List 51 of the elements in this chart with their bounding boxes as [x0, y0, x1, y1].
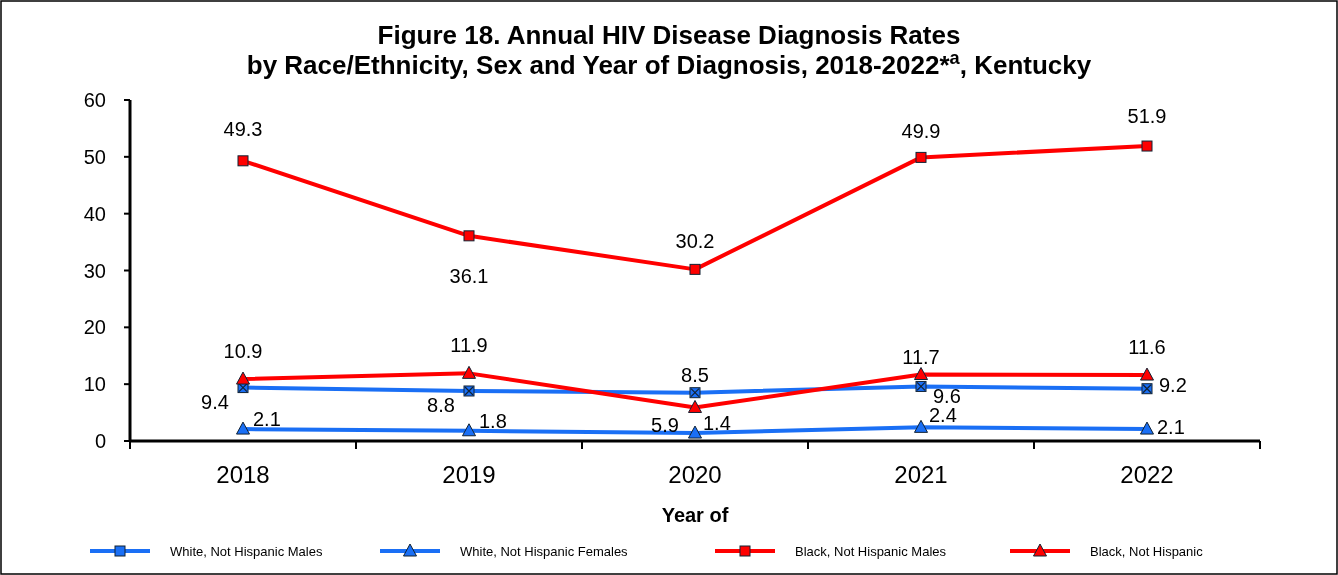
point [915, 151, 927, 163]
y-tick-label: 10 [83, 373, 106, 396]
point [462, 365, 476, 379]
point [462, 423, 476, 437]
data-label: 9.4 [201, 390, 229, 413]
data-label: 8.5 [681, 363, 709, 386]
data-label: 1.4 [703, 412, 731, 435]
legend-label: Black, Not Hispanic Males [795, 543, 947, 559]
data-label: 36.1 [449, 264, 489, 287]
point [1140, 367, 1154, 381]
chart-title: Figure 18. Annual HIV Disease Diagnosis Rates by Race/Ethnicity, Sex and Year of Diagnosis, 2018-2022*$^{a}$, Kentucky [246, 20, 1092, 80]
data-label: 5.9 [651, 414, 679, 437]
data-label: 2.1 [253, 408, 281, 431]
data-label: 2.1 [1157, 416, 1185, 439]
point [463, 230, 475, 242]
point [688, 425, 702, 439]
data-label: 49.9 [901, 120, 941, 143]
point [688, 399, 702, 413]
data-label: 9.2 [1159, 373, 1187, 396]
data-label: 51.9 [1127, 105, 1167, 128]
y-tick-label: 60 [83, 89, 106, 111]
y-tick-label: 20 [83, 316, 106, 339]
legend-label: Black, Not Hispanic [1090, 543, 1204, 559]
point [237, 155, 249, 167]
data-label: 11.6 [1128, 336, 1166, 359]
data-label: 49.3 [223, 117, 263, 140]
data-label: 1.8 [479, 409, 507, 432]
x-tick-label: 2018 [216, 461, 270, 488]
point [914, 419, 928, 433]
y-tick-label: 50 [83, 145, 106, 168]
point [236, 421, 250, 435]
legend-label: White, Not Hispanic Males [170, 543, 323, 559]
point [914, 367, 928, 381]
point [1141, 140, 1153, 152]
data-label: 30.2 [675, 230, 715, 253]
data-label: 10.9 [223, 340, 263, 363]
y-tick-label: 40 [83, 202, 106, 225]
x-axis-title: Year of [661, 504, 729, 526]
y-tick-label: 30 [83, 259, 106, 282]
point [689, 263, 701, 275]
x-tick-label: 2020 [668, 461, 722, 488]
data-label: 11.9 [450, 334, 488, 357]
point [236, 371, 250, 385]
point [1140, 421, 1154, 435]
y-tick-label: 0 [94, 430, 106, 452]
legend-label: White, Not Hispanic Females [460, 543, 629, 559]
x-tick-label: 2022 [1120, 461, 1174, 488]
x-tick-label: 2021 [894, 461, 948, 488]
x-tick-label: 2019 [442, 461, 496, 488]
data-label: 8.8 [427, 393, 455, 416]
data-label: 11.7 [902, 345, 940, 368]
